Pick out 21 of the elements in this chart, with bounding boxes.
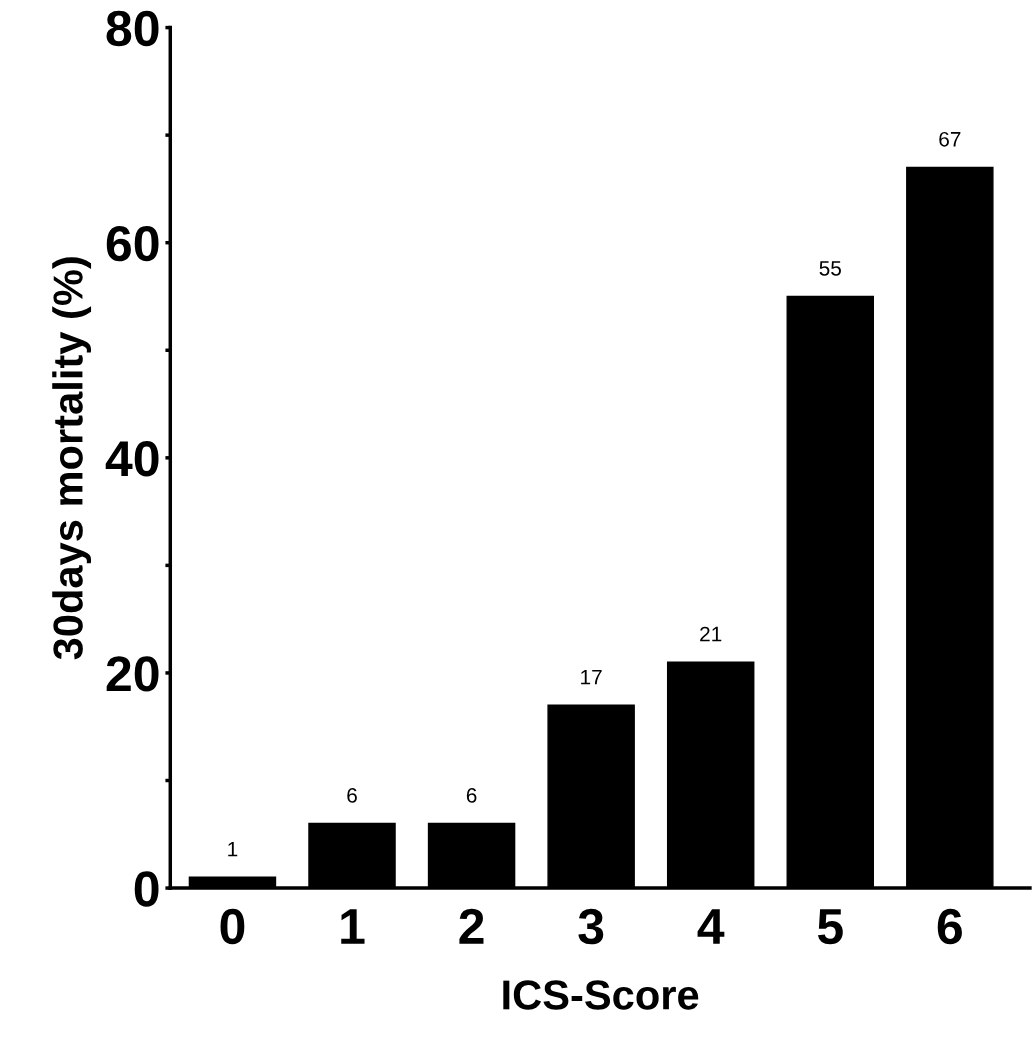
y-tick-label: 20	[106, 656, 159, 692]
data-label: 1	[228, 841, 238, 857]
y-tick-label: 0	[134, 871, 159, 907]
x-tick-label: 4	[697, 909, 725, 944]
y-tick-label: 80	[106, 10, 159, 47]
x-tick-label: 3	[578, 908, 604, 945]
x-tick-label: 2	[459, 908, 484, 944]
data-label: 17	[581, 669, 602, 685]
y-tick-label: 40	[105, 441, 159, 477]
x-axis-title: ICS-Score	[503, 980, 699, 1010]
data-label: 67	[939, 131, 961, 147]
x-tick-label: 0	[220, 908, 245, 945]
x-tick-label: 1	[341, 909, 365, 944]
data-label: 6	[347, 787, 357, 803]
x-tick-label: 6	[937, 908, 962, 945]
y-tick-label: 60	[106, 225, 159, 262]
data-label: 55	[819, 261, 841, 276]
data-label: 21	[700, 626, 722, 642]
y-axis-title: 30days mortality (%)	[52, 257, 92, 660]
data-label: 6	[466, 787, 477, 803]
x-tick-label: 5	[817, 909, 843, 945]
